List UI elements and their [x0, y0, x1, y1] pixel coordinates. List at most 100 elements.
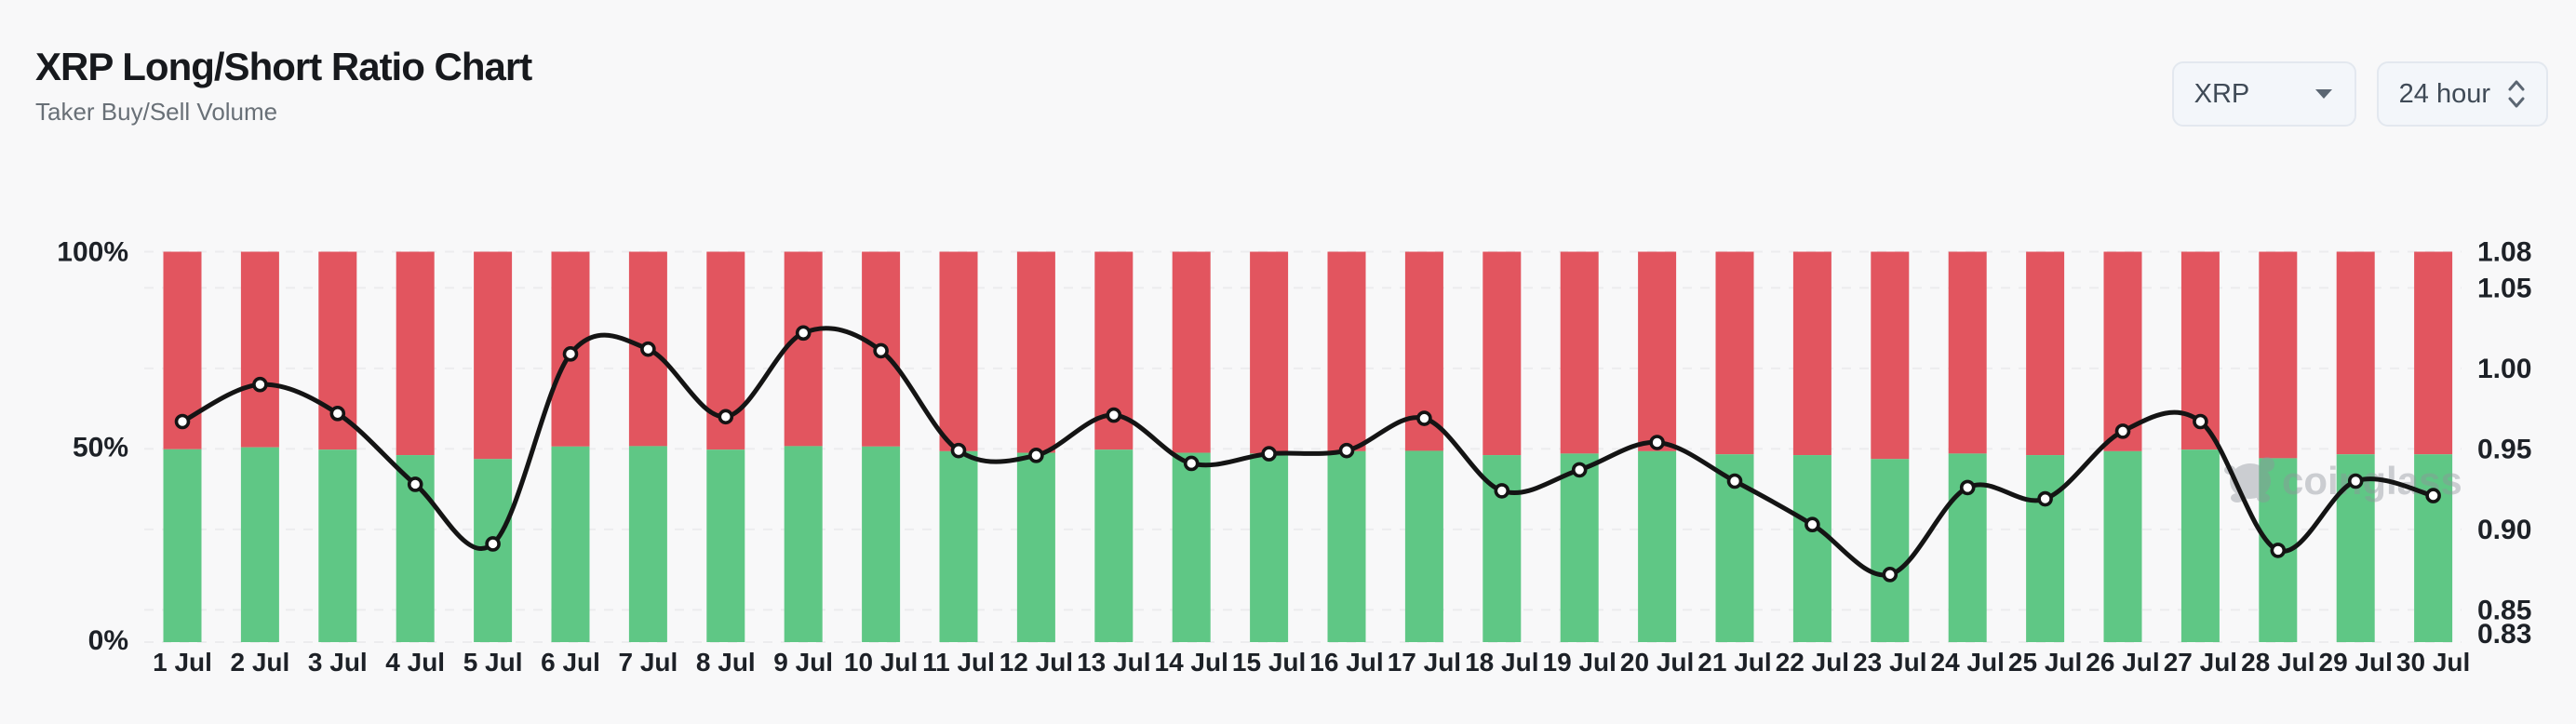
x-axis-date-label: 3 Jul: [308, 648, 368, 677]
x-axis-date-label: 4 Jul: [385, 648, 445, 677]
ratio-line-marker: [407, 476, 423, 492]
bar-long-segment: [2026, 455, 2065, 642]
x-axis-date-label: 6 Jul: [541, 648, 600, 677]
left-axis-tick-label: 50%: [73, 432, 128, 463]
ratio-line-marker: [329, 406, 346, 422]
bar-long-segment: [1094, 449, 1134, 642]
x-axis-date-label: 12 Jul: [1000, 648, 1073, 677]
bar-short-segment: [1638, 251, 1677, 451]
ratio-line-marker: [1649, 435, 1665, 450]
bar-short-segment: [1871, 251, 1910, 460]
bar-short-segment: [2026, 251, 2065, 456]
x-axis-date-label: 22 Jul: [1776, 648, 1849, 677]
bar-long-segment: [240, 447, 279, 642]
bar-long-segment: [551, 446, 590, 642]
x-axis-date-label: 1 Jul: [153, 648, 212, 677]
x-axis-date-label: 29 Jul: [2319, 648, 2393, 677]
ratio-line-marker: [873, 342, 889, 359]
ratio-line-marker: [1416, 410, 1432, 426]
x-axis-date-label: 24 Jul: [1931, 648, 2005, 677]
ratio-line-marker: [1261, 446, 1277, 462]
x-axis-date-label: 21 Jul: [1697, 648, 1771, 677]
chevron-down-icon: [2314, 89, 2332, 99]
bar-long-segment: [1172, 452, 1211, 642]
x-axis-date-label: 17 Jul: [1388, 648, 1461, 677]
bar-long-segment: [1327, 450, 1366, 642]
ratio-line-marker: [1494, 483, 1510, 499]
right-axis-tick-label: 1.00: [2477, 354, 2531, 384]
x-axis-date-label: 26 Jul: [2086, 648, 2159, 677]
ratio-line-marker: [562, 346, 579, 362]
bar-short-segment: [1172, 251, 1211, 453]
ratio-line-marker: [2347, 473, 2364, 489]
ratio-line-marker: [640, 341, 656, 357]
up-down-chevrons-icon: [2508, 80, 2525, 108]
bar-short-segment: [939, 251, 978, 451]
chart-controls: XRP 24 hour: [2171, 61, 2548, 127]
x-axis-date-label: 9 Jul: [773, 648, 833, 677]
x-axis-date-label: 10 Jul: [844, 648, 918, 677]
ratio-line-marker: [1028, 448, 1044, 463]
page-subtitle: Taker Buy/Sell Volume: [35, 98, 278, 127]
left-axis-tick-label: 0%: [88, 625, 128, 656]
right-axis-tick-label: 1.08: [2477, 237, 2531, 268]
bar-long-segment: [163, 449, 202, 642]
ratio-line: [180, 326, 2436, 578]
bar-long-segment: [706, 449, 745, 642]
x-axis-date-label: 27 Jul: [2164, 648, 2237, 677]
x-axis-date-label: 15 Jul: [1232, 648, 1306, 677]
bar-long-segment: [1871, 459, 1910, 642]
bar-long-segment: [318, 449, 357, 642]
ratio-line-marker: [1338, 442, 1355, 459]
bar-short-segment: [474, 251, 513, 460]
ratio-line-marker: [2193, 413, 2208, 430]
bar-long-segment: [2414, 454, 2453, 642]
x-axis-date-label: 2 Jul: [230, 648, 289, 677]
bar-short-segment: [1715, 251, 1754, 455]
bar-short-segment: [2414, 251, 2453, 455]
x-axis-date-label: 5 Jul: [463, 648, 523, 677]
bar-long-segment: [1638, 450, 1677, 642]
x-axis-date-label: 11 Jul: [922, 648, 995, 677]
bar-long-segment: [1404, 450, 1443, 642]
bar-long-segment: [2180, 449, 2220, 642]
bar-short-segment: [1792, 251, 1831, 456]
symbol-select-value: XRP: [2194, 78, 2250, 109]
left-axis-tick-label: 100%: [57, 237, 128, 268]
x-axis-date-label: 20 Jul: [1620, 648, 1694, 677]
x-axis-date-label: 23 Jul: [1853, 648, 1926, 677]
x-axis-date-label: 28 Jul: [2241, 648, 2314, 677]
ratio-line-marker: [1571, 462, 1588, 478]
symbol-select[interactable]: XRP: [2171, 61, 2356, 127]
right-axis-tick-label: 0.95: [2477, 434, 2531, 464]
bar-short-segment: [1250, 251, 1289, 454]
bar-short-segment: [240, 251, 279, 448]
bar-long-segment: [628, 446, 667, 642]
bar-short-segment: [1948, 251, 1987, 454]
ratio-line-marker: [2425, 488, 2441, 503]
bar-long-segment: [2103, 450, 2142, 642]
x-axis-date-label: 8 Jul: [696, 648, 756, 677]
bar-short-segment: [1560, 251, 1599, 454]
chart-header: XRP Long/Short Ratio Chart Taker Buy/Sel…: [35, 45, 532, 127]
ratio-line-marker: [1882, 567, 1898, 583]
bar-long-segment: [862, 446, 901, 642]
bar-long-segment: [784, 446, 823, 642]
ratio-line-marker: [1726, 473, 1743, 489]
bar-short-segment: [2336, 251, 2375, 455]
bar-short-segment: [2103, 251, 2142, 451]
x-axis-date-label: 16 Jul: [1309, 648, 1383, 677]
ratio-line-marker: [252, 376, 268, 393]
x-axis-date-label: 13 Jul: [1077, 648, 1150, 677]
bar-long-segment: [939, 450, 978, 642]
bar-short-segment: [1016, 251, 1055, 453]
ratio-line-marker: [1805, 516, 1820, 533]
right-axis-tick-label: 0.90: [2477, 515, 2531, 545]
bar-short-segment: [1483, 251, 1522, 456]
interval-select[interactable]: 24 hour: [2376, 61, 2548, 127]
ratio-line-marker: [2037, 490, 2053, 507]
bar-short-segment: [396, 251, 435, 456]
bar-long-segment: [1250, 453, 1289, 642]
ratio-line-marker: [718, 409, 734, 425]
